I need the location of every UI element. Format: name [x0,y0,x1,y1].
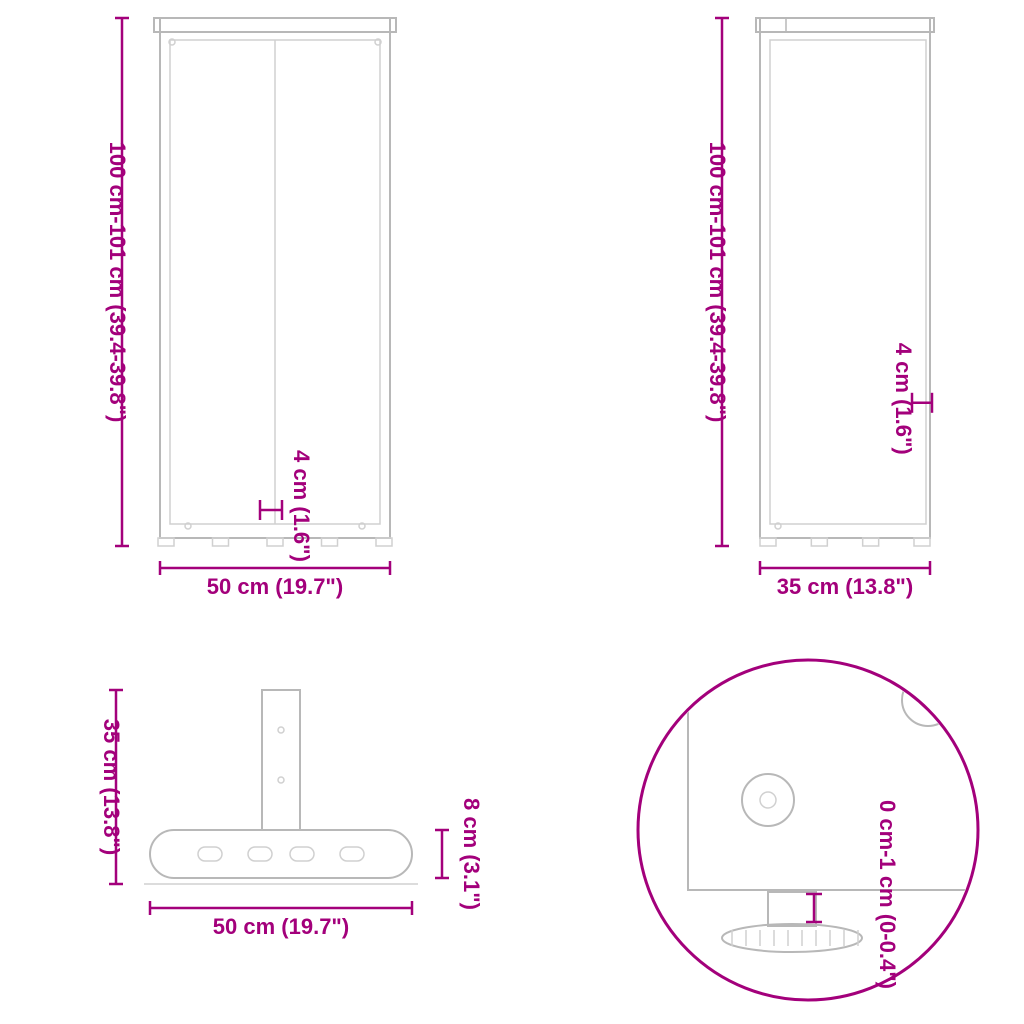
dim-front-height-label: 100 cm-101 cm (39.4-39.8") [105,142,130,423]
detail-view: 0 cm-1 cm (0-0.4") [638,640,1008,1000]
dim-top-thick: 8 cm (3.1") [435,798,484,910]
dim-top-width-label: 50 cm (19.7") [213,914,349,939]
dim-detail-adjust: 0 cm-1 cm (0-0.4") [806,800,900,989]
dim-top-depth-label: 35 cm (13.8") [99,719,124,855]
dim-top-width: 50 cm (19.7") [150,901,412,939]
dim-front-width-label: 50 cm (19.7") [207,574,343,599]
dim-detail-adjust-label: 0 cm-1 cm (0-0.4") [875,800,900,989]
dim-side-tube-label: 4 cm (1.6") [891,343,916,455]
dim-side-width-label: 35 cm (13.8") [777,574,913,599]
dim-front-tube-label: 4 cm (1.6") [289,450,314,562]
side-view [756,18,934,546]
dim-front-width: 50 cm (19.7") [160,561,390,599]
dim-side-height-label: 100 cm-101 cm (39.4-39.8") [705,142,730,423]
dim-front-height: 100 cm-101 cm (39.4-39.8") [105,18,130,546]
dim-top-depth: 35 cm (13.8") [99,690,124,884]
dim-side-width: 35 cm (13.8") [760,561,930,599]
dim-top-thick-label: 8 cm (3.1") [459,798,484,910]
front-view [154,18,396,546]
dim-front-tube: 4 cm (1.6") [260,450,314,562]
top-view [144,690,418,884]
dim-side-height: 100 cm-101 cm (39.4-39.8") [705,18,730,546]
